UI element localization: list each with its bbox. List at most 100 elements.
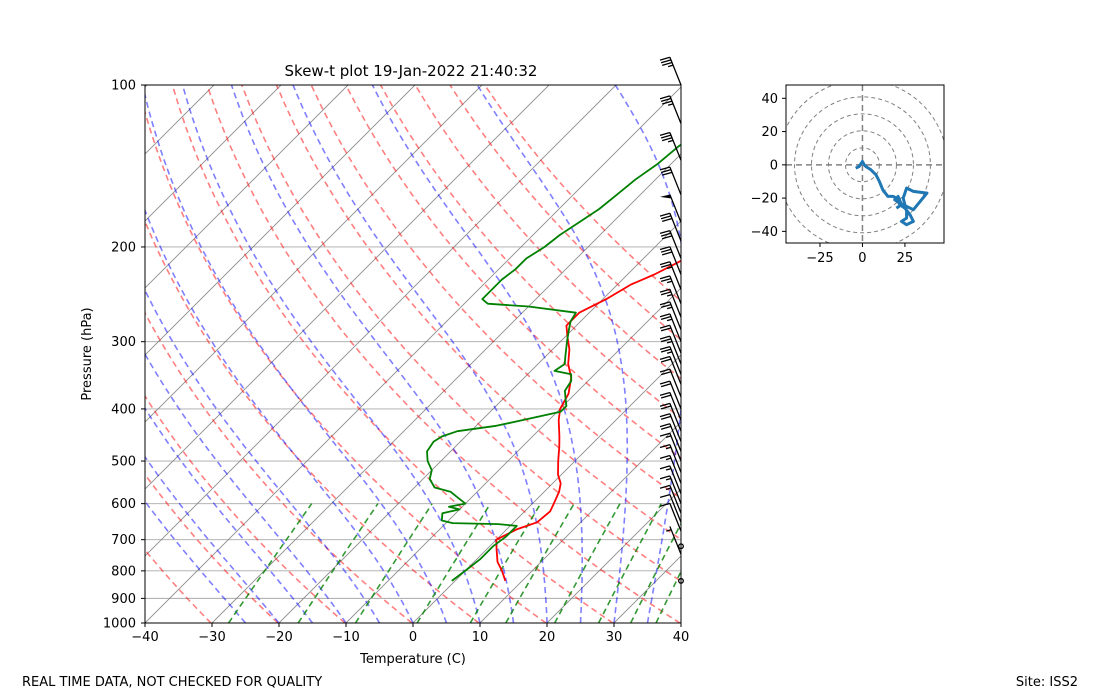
barb-full — [660, 59, 672, 64]
barb-full — [660, 425, 672, 430]
barb-full — [659, 212, 671, 217]
wind-barb — [659, 313, 682, 342]
x-tick-label: −10 — [332, 630, 359, 645]
wind-barb — [678, 577, 684, 584]
y-tick-label: 500 — [111, 455, 136, 470]
wind-barb — [659, 355, 682, 385]
barb-half — [666, 340, 673, 344]
wind-barb — [659, 212, 682, 242]
barb-full — [661, 137, 673, 142]
barb-half — [666, 351, 673, 354]
dry-adiabat — [145, 548, 212, 623]
wind-barb — [659, 335, 682, 365]
moist-adiabat — [145, 455, 280, 623]
moist-adiabat — [145, 500, 247, 623]
moist-adiabat — [145, 288, 381, 623]
y-tick-label: 800 — [111, 564, 136, 579]
y-tick-label: 400 — [111, 402, 136, 417]
barb-full — [660, 348, 672, 353]
barb-full — [660, 169, 672, 174]
barb-staff — [669, 246, 682, 275]
wind-barb — [660, 194, 682, 223]
barb-half — [666, 306, 673, 310]
dry-adiabat — [171, 85, 614, 623]
dry-adiabat — [206, 85, 681, 623]
wind-barb — [659, 95, 682, 124]
quality-disclaimer: REAL TIME DATA, NOT CHECKED FOR QUALITY — [22, 675, 322, 690]
barb-full — [660, 327, 672, 332]
calm-wind-circle — [678, 543, 684, 550]
hodograph-trace-line — [855, 160, 929, 227]
barb-full — [660, 338, 672, 343]
hodo-y-tick-label: −20 — [751, 192, 778, 207]
dry-adiabat — [310, 85, 681, 500]
barb-full — [659, 493, 671, 499]
barb-full — [659, 413, 671, 418]
hodograph-ticks: −25 0 25 40 20 0 −20 −40 — [751, 92, 914, 266]
barb-staff — [669, 433, 682, 462]
wind-barb — [666, 526, 682, 555]
dry-adiabat — [145, 311, 413, 623]
wind-barb — [659, 229, 682, 259]
barb-staff — [669, 289, 682, 318]
wind-barb — [659, 288, 682, 318]
wind-barb — [659, 275, 682, 304]
y-tick-label: 300 — [111, 335, 136, 350]
hodograph-trace — [855, 160, 929, 227]
barb-full — [659, 166, 671, 171]
barb-full — [660, 371, 672, 376]
moist-adiabat — [292, 85, 548, 623]
barb-full — [659, 368, 671, 373]
x-tick-label: 40 — [673, 630, 690, 645]
barb-full — [659, 454, 671, 460]
barb-staff — [669, 465, 682, 494]
y-tick-label: 200 — [111, 240, 136, 255]
barb-full — [659, 313, 671, 318]
isotherm-line — [145, 85, 349, 289]
barb-staff — [669, 346, 682, 375]
barb-full — [660, 215, 672, 220]
wind-barb — [659, 454, 682, 484]
barb-staff — [669, 230, 682, 259]
dry-adiabat — [414, 85, 681, 380]
isotherm-line — [145, 85, 416, 356]
hodo-x-tick-label: 0 — [858, 251, 866, 266]
mixing-ratio-line — [469, 503, 542, 623]
skewt-title: Skew-t plot 19-Jan-2022 21:40:32 — [285, 62, 538, 80]
moist-adiabat — [145, 208, 414, 623]
wind-barb — [659, 261, 682, 290]
wind-barbs — [659, 56, 684, 584]
barb-full — [661, 171, 673, 176]
barb-staff — [669, 403, 682, 432]
barb-half — [666, 280, 673, 284]
wind-barb — [659, 246, 682, 275]
barb-full — [659, 261, 671, 266]
barb-staff — [669, 413, 682, 442]
barb-half — [666, 529, 672, 532]
wind-barb — [659, 493, 682, 523]
y-tick-label: 1000 — [103, 617, 136, 632]
barb-staff — [669, 494, 682, 523]
skewt-y-axis-label: Pressure (hPa) — [80, 307, 95, 400]
barb-full — [660, 383, 672, 388]
barb-full — [659, 301, 671, 306]
wind-barb — [659, 444, 682, 473]
y-tick-label: 100 — [111, 79, 136, 94]
barb-half — [667, 103, 674, 106]
barb-flag — [660, 194, 672, 199]
wind-barb — [659, 345, 682, 375]
barb-full — [659, 484, 671, 489]
hodo-y-tick-label: 20 — [761, 125, 778, 140]
y-tick-label: 700 — [111, 533, 136, 548]
barb-full — [659, 324, 671, 329]
barb-half — [665, 477, 672, 481]
y-tick-label: 900 — [111, 592, 136, 607]
barb-staff — [669, 301, 682, 330]
dry-adiabat — [275, 85, 681, 541]
x-tick-label: 0 — [409, 630, 417, 645]
dry-adiabat — [449, 85, 681, 341]
calm-wind-circle — [678, 577, 684, 584]
barb-full — [660, 277, 672, 283]
barb-half — [665, 467, 672, 471]
barb-staff — [669, 380, 682, 410]
